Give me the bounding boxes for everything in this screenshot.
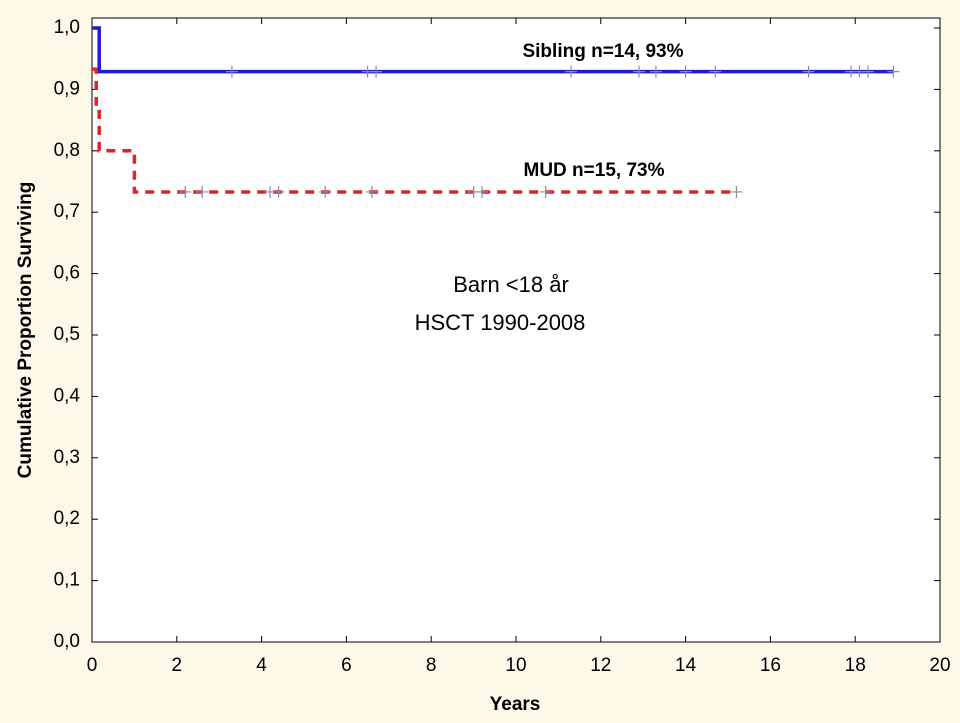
censor-mark bbox=[179, 185, 192, 198]
censor-mark bbox=[225, 65, 238, 78]
censor-mark bbox=[709, 65, 722, 78]
censor-mark bbox=[272, 185, 285, 198]
y-tick-label: 0,2 bbox=[54, 508, 80, 529]
annotation: Sibling n=14, 93% bbox=[522, 41, 683, 62]
censor-mark bbox=[802, 65, 815, 78]
censor-mark bbox=[370, 65, 383, 78]
x-tick-label: 20 bbox=[929, 655, 950, 676]
x-tick-label: 18 bbox=[845, 655, 866, 676]
censor-mark bbox=[196, 185, 209, 198]
censor-mark bbox=[565, 65, 578, 78]
survival-line bbox=[92, 26, 894, 74]
x-tick-label: 6 bbox=[341, 655, 352, 676]
x-tick-label: 12 bbox=[590, 655, 611, 676]
censor-mark bbox=[730, 185, 743, 198]
x-tick-label: 2 bbox=[172, 655, 183, 676]
censor-mark bbox=[649, 65, 662, 78]
y-tick-label: 1,0 bbox=[54, 17, 80, 38]
annotation: HSCT 1990-2008 bbox=[415, 310, 586, 335]
y-tick-label: 0,9 bbox=[54, 78, 80, 99]
y-tick-label: 0,6 bbox=[54, 263, 80, 284]
censor-mark bbox=[887, 65, 900, 78]
x-tick-label: 0 bbox=[87, 655, 98, 676]
censor-mark bbox=[319, 185, 332, 198]
y-tick-label: 0,0 bbox=[54, 631, 80, 652]
x-tick-label: 4 bbox=[256, 655, 267, 676]
censor-mark bbox=[476, 185, 489, 198]
annotation: Barn <18 år bbox=[453, 272, 569, 297]
plot-area bbox=[91, 17, 941, 643]
x-tick-label: 10 bbox=[505, 655, 526, 676]
x-tick-label: 16 bbox=[760, 655, 781, 676]
y-tick-label: 0,3 bbox=[54, 447, 80, 468]
y-tick-label: 0,4 bbox=[54, 385, 81, 406]
annotation: MUD n=15, 73% bbox=[524, 160, 665, 181]
y-axis-label: Cumulative Proportion Surviving bbox=[15, 182, 36, 479]
y-tick-label: 0,7 bbox=[54, 201, 80, 222]
y-tick-label: 0,1 bbox=[54, 570, 80, 591]
x-tick-label: 8 bbox=[426, 655, 437, 676]
y-tick-label: 0,5 bbox=[54, 324, 80, 345]
censor-mark bbox=[861, 65, 874, 78]
censor-mark bbox=[632, 65, 645, 78]
censor-mark bbox=[365, 185, 378, 198]
y-tick-label: 0,8 bbox=[54, 140, 80, 161]
x-tick-label: 14 bbox=[675, 655, 697, 676]
x-axis-label: Years bbox=[490, 694, 541, 715]
survival-line bbox=[92, 67, 737, 194]
censor-mark bbox=[539, 185, 552, 198]
censor-mark bbox=[679, 65, 692, 78]
